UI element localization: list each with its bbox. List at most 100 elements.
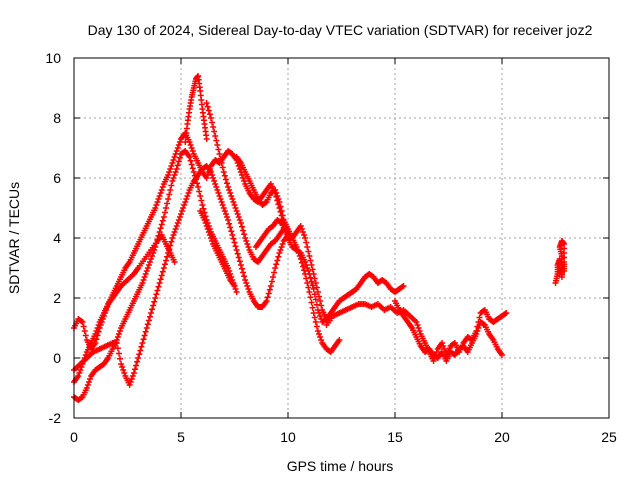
data-point bbox=[226, 187, 233, 193]
data-point bbox=[243, 238, 250, 244]
data-point bbox=[312, 280, 319, 286]
data-point bbox=[219, 164, 226, 171]
data-point bbox=[313, 284, 320, 291]
data-point bbox=[307, 257, 314, 264]
data-point bbox=[146, 259, 153, 265]
data-point bbox=[303, 275, 310, 282]
data-point bbox=[168, 163, 175, 169]
data-point bbox=[178, 211, 184, 217]
data-point bbox=[168, 238, 175, 245]
data-point bbox=[203, 175, 210, 181]
data-point bbox=[195, 184, 202, 190]
data-point bbox=[263, 298, 270, 304]
data-point bbox=[142, 328, 149, 335]
data-point bbox=[241, 178, 248, 184]
series-track-h bbox=[233, 154, 330, 322]
data-point bbox=[317, 334, 324, 340]
data-point bbox=[301, 267, 308, 274]
data-point bbox=[502, 310, 509, 317]
data-point bbox=[293, 244, 300, 250]
data-point bbox=[164, 253, 171, 260]
data-point bbox=[186, 154, 193, 160]
data-point bbox=[126, 382, 133, 388]
data-point bbox=[227, 224, 234, 231]
data-point bbox=[115, 331, 122, 337]
data-point bbox=[216, 151, 223, 157]
data-point bbox=[306, 289, 313, 295]
data-point bbox=[117, 328, 124, 334]
data-marks bbox=[71, 73, 568, 403]
data-point bbox=[209, 119, 216, 126]
data-point bbox=[240, 269, 247, 276]
data-point bbox=[205, 107, 212, 114]
data-point bbox=[245, 286, 252, 292]
data-point bbox=[187, 142, 194, 148]
data-point bbox=[157, 190, 164, 196]
data-point bbox=[231, 239, 238, 246]
data-point bbox=[276, 250, 283, 256]
data-point bbox=[176, 139, 183, 145]
data-point bbox=[218, 160, 225, 166]
data-point bbox=[238, 223, 245, 230]
data-point bbox=[113, 340, 120, 346]
series-track-l bbox=[552, 238, 568, 286]
data-point bbox=[207, 235, 214, 241]
data-point bbox=[271, 269, 278, 276]
data-point bbox=[272, 187, 279, 193]
data-point bbox=[243, 280, 250, 286]
data-point bbox=[115, 350, 122, 357]
data-point bbox=[273, 261, 280, 268]
grid-lines bbox=[74, 58, 609, 418]
data-point bbox=[270, 274, 277, 280]
data-point bbox=[274, 193, 281, 199]
data-point bbox=[118, 361, 125, 367]
x-tick-label: 15 bbox=[387, 429, 403, 445]
data-point bbox=[266, 286, 273, 293]
data-point bbox=[189, 165, 196, 172]
data-point bbox=[275, 253, 282, 260]
data-point bbox=[161, 209, 168, 216]
data-point bbox=[205, 229, 212, 235]
data-point bbox=[229, 196, 236, 202]
data-point bbox=[114, 334, 121, 340]
data-point bbox=[224, 214, 231, 220]
data-point bbox=[160, 214, 167, 220]
data-point bbox=[169, 235, 176, 241]
data-point bbox=[220, 205, 227, 211]
data-point bbox=[316, 310, 323, 316]
series-track-e bbox=[182, 73, 210, 145]
data-point bbox=[311, 291, 318, 298]
data-point bbox=[241, 273, 248, 280]
data-point bbox=[282, 229, 289, 235]
data-point bbox=[95, 322, 102, 328]
data-point bbox=[185, 190, 192, 196]
data-point bbox=[174, 220, 181, 226]
data-point bbox=[311, 314, 318, 321]
data-point bbox=[172, 226, 179, 232]
data-point bbox=[169, 178, 176, 184]
data-point bbox=[94, 325, 101, 331]
data-point bbox=[158, 221, 165, 228]
chart-title: Day 130 of 2024, Sidereal Day-to-day VTE… bbox=[88, 22, 593, 38]
data-point bbox=[217, 155, 224, 162]
data-point bbox=[171, 229, 178, 235]
data-point bbox=[157, 276, 164, 283]
data-point bbox=[140, 277, 147, 283]
data-point bbox=[278, 208, 285, 214]
data-point bbox=[304, 265, 311, 271]
data-point bbox=[166, 191, 173, 198]
data-point bbox=[302, 235, 309, 241]
data-point bbox=[87, 376, 94, 382]
data-point bbox=[151, 247, 158, 253]
data-point bbox=[158, 187, 165, 193]
data-point bbox=[181, 202, 188, 208]
x-tick-label: 5 bbox=[177, 429, 185, 445]
data-point bbox=[117, 355, 124, 362]
data-point bbox=[231, 202, 238, 208]
data-point bbox=[211, 128, 218, 135]
data-point bbox=[222, 176, 229, 183]
data-point bbox=[167, 166, 174, 172]
data-point bbox=[214, 187, 221, 193]
data-point bbox=[203, 136, 210, 142]
data-point bbox=[318, 302, 325, 309]
